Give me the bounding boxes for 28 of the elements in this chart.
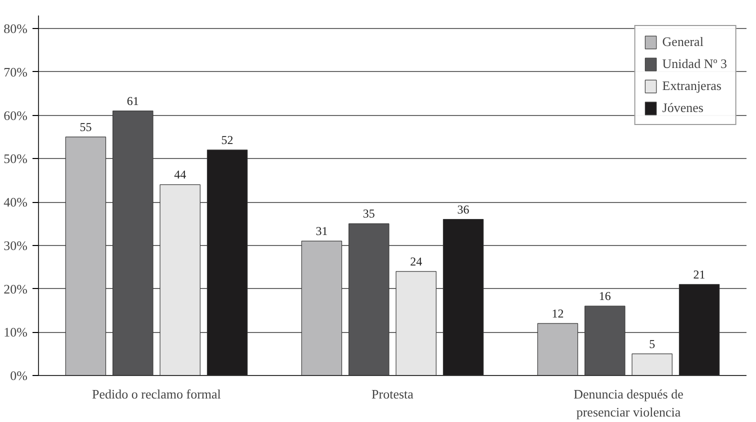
legend-label: General (662, 34, 704, 50)
x-tick-label: Denuncia después de presenciar violencia (574, 386, 684, 420)
y-tick-label: 30% (4, 238, 28, 253)
legend-label: Jóvenes (662, 100, 704, 116)
legend-label: Extranjeras (662, 78, 722, 94)
y-tick-label: 60% (4, 108, 28, 123)
y-tick-label: 50% (4, 151, 28, 166)
data-label: 31 (316, 224, 328, 238)
data-label: 55 (80, 120, 92, 134)
y-tick-label: 20% (4, 281, 28, 296)
data-label: 36 (457, 202, 470, 216)
legend-label: Unidad Nº 3 (662, 56, 727, 72)
data-label: 16 (598, 289, 611, 304)
x-tick-label: Pedido o reclamo formal (92, 386, 222, 402)
data-label: 24 (410, 254, 422, 268)
data-label: 52 (221, 132, 234, 147)
x-tick-label: Protesta (372, 386, 414, 402)
data-label: 12 (552, 306, 564, 320)
y-tick-label: 70% (4, 64, 28, 80)
y-tick-label: 10% (4, 324, 28, 340)
data-label: 21 (693, 267, 706, 282)
data-label: 61 (126, 94, 139, 108)
data-label: 35 (362, 206, 375, 221)
y-tick-label: 40% (4, 194, 28, 210)
y-tick-label: 0% (10, 368, 28, 383)
data-label: 44 (174, 168, 186, 182)
data-label: 5 (649, 336, 656, 351)
y-tick-label: 80% (4, 21, 28, 36)
